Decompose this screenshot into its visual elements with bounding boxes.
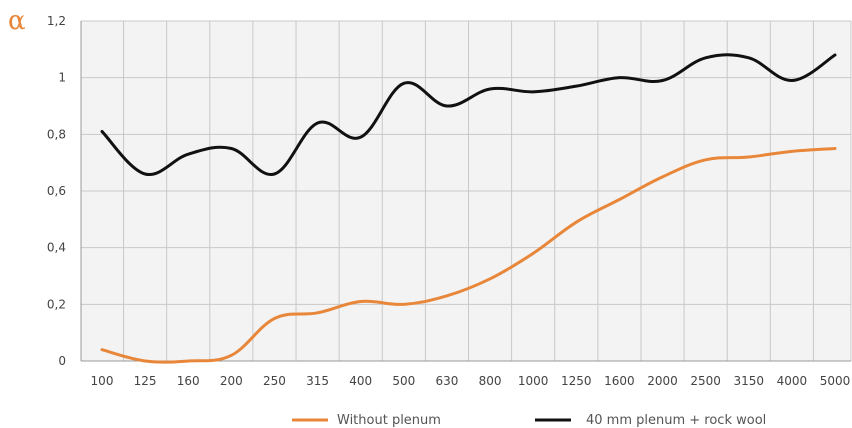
series-line-without-plenum [100,147,837,364]
y-tick-label: 0,6 [47,184,66,198]
y-axis-label: α [8,6,26,36]
x-tick-label: 2000 [647,374,678,388]
legend-label-without-plenum: Without plenum [337,413,441,428]
legend-label-plenum-rock-wool: 40 mm plenum + rock wool [586,413,766,428]
x-tick-label: 1000 [518,374,549,388]
y-tick-label: 0,8 [47,127,66,141]
y-tick-labels: 0 0,2 0,4 0,6 0,8 1 1,2 [47,14,66,368]
x-tick-label: 200 [220,374,243,388]
x-tick-label: 315 [306,374,329,388]
series-line-plenum-rock-wool [100,53,837,177]
y-tick-label: 0,4 [47,241,66,255]
x-tick-label: 125 [134,374,157,388]
x-tick-label: 4000 [777,374,808,388]
x-tick-label: 160 [177,374,200,388]
y-tick-label: 0,2 [47,297,66,311]
series-lines [100,53,837,364]
x-tick-label: 800 [479,374,502,388]
x-tick-label: 630 [435,374,458,388]
x-tick-label: 250 [263,374,286,388]
x-tick-label: 1600 [604,374,635,388]
y-tick-label: 1 [58,71,66,85]
x-tick-labels: 100 125 160 200 250 315 400 500 630 800 1000 1250 16… [91,374,851,388]
x-tick-label: 100 [91,374,114,388]
x-tick-label: 1250 [561,374,592,388]
y-tick-label: 1,2 [47,14,66,28]
x-tick-label: 400 [349,374,372,388]
legend: Without plenum 40 mm plenum + rock wool [292,413,766,428]
x-tick-label: 500 [392,374,415,388]
x-tick-label: 3150 [733,374,764,388]
x-tick-label: 2500 [690,374,721,388]
y-tick-label: 0 [58,354,66,368]
x-tick-label: 5000 [820,374,851,388]
